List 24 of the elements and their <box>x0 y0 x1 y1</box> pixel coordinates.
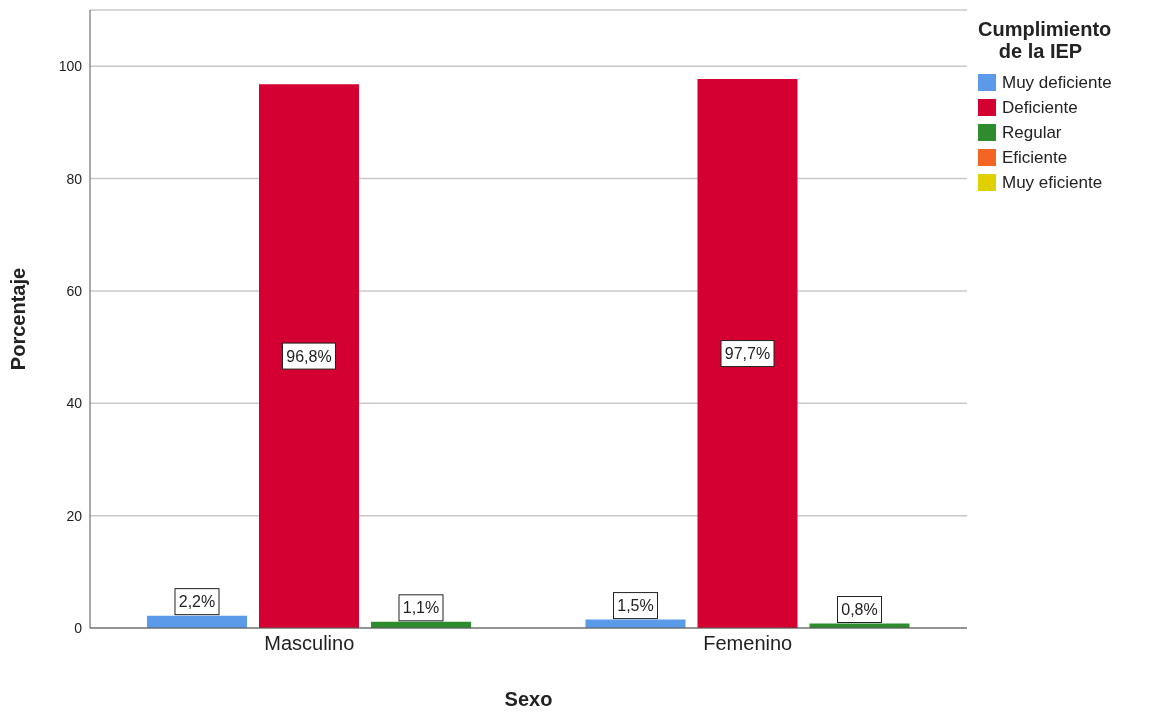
legend-label: Muy eficiente <box>1002 172 1103 193</box>
legend-label: Regular <box>1002 122 1062 143</box>
data-label: 1,5% <box>617 597 654 615</box>
x-tick-label: Femenino <box>703 632 793 655</box>
x-axis-title: Sexo <box>504 688 553 710</box>
data-label: 2,2% <box>178 593 216 611</box>
y-tick-label: 20 <box>66 507 83 524</box>
legend-label: Muy deficiente <box>1002 72 1112 93</box>
y-tick-label: 0 <box>74 619 83 636</box>
data-label: 0,8% <box>841 601 878 619</box>
y-tick-label: 80 <box>66 170 83 187</box>
x-tick-label: Masculino <box>264 632 355 655</box>
y-axis-title: Porcentaje <box>7 267 30 371</box>
data-label: 96,8% <box>286 347 332 365</box>
legend-label: Deficiente <box>1002 97 1078 118</box>
bar <box>259 84 359 628</box>
y-tick-label: 40 <box>66 395 83 412</box>
y-tick-label: 100 <box>58 58 83 75</box>
data-label: 1,1% <box>402 599 440 617</box>
legend-label: Eficiente <box>1002 147 1068 168</box>
data-label: 97,7% <box>724 345 771 363</box>
legend-title: Cumplimiento de la IEP <box>978 18 1112 62</box>
bar <box>697 79 798 628</box>
y-tick-label: 60 <box>66 282 83 299</box>
